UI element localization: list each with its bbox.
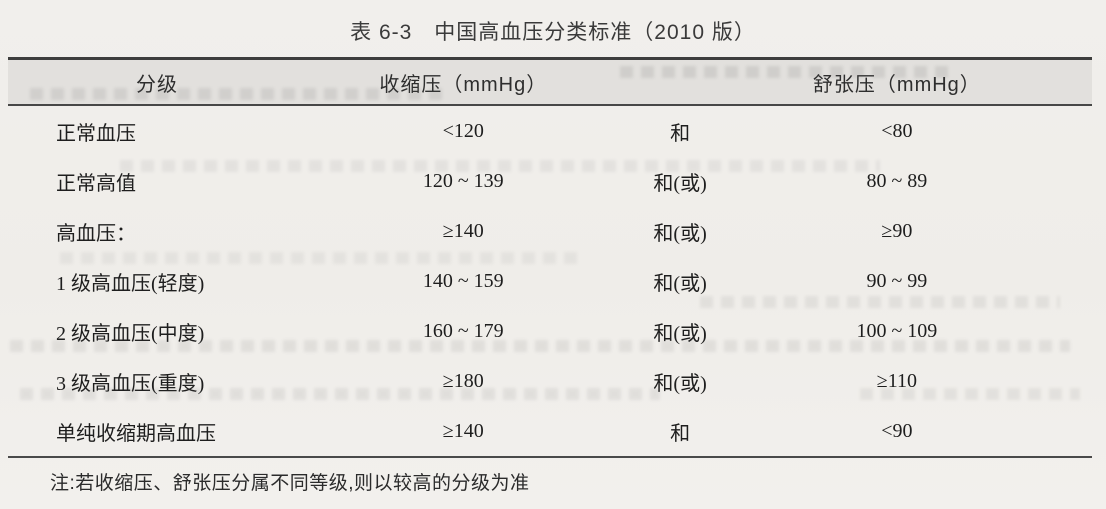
conjunction-cell: 和(或) <box>653 172 707 195</box>
table-row: 高血压： ≥140 和(或) ≥90 <box>8 206 1092 256</box>
conjunction-cell: 和(或) <box>653 372 707 395</box>
systolic-cell: 160 ~ 179 <box>422 319 504 342</box>
diastolic-cell: ≥90 <box>881 219 913 242</box>
grade-cell: 1 级高血压(轻度) <box>56 272 205 295</box>
header-grade: 分级 <box>136 73 179 96</box>
header-diastolic: 舒张压（mmHg） <box>812 73 981 96</box>
grade-cell: 正常血压 <box>56 122 136 145</box>
grade-cell: 正常高值 <box>56 172 136 195</box>
header-systolic: 收缩压（mmHg） <box>379 73 548 96</box>
table-row: 3 级高血压(重度) ≥180 和(或) ≥110 <box>8 356 1092 406</box>
systolic-cell: ≥140 <box>442 219 484 242</box>
diastolic-cell: <80 <box>881 119 913 142</box>
systolic-cell: 140 ~ 159 <box>422 269 504 292</box>
grade-cell: 2 级高血压(中度) <box>56 322 205 345</box>
grade-cell: 3 级高血压(重度) <box>56 372 205 395</box>
table-row: 单纯收缩期高血压 ≥140 和 <90 <box>8 406 1092 456</box>
table-header-row: 分级 收缩压（mmHg） 舒张压（mmHg） <box>8 60 1092 106</box>
diastolic-cell: 80 ~ 89 <box>866 169 928 192</box>
diastolic-cell: <90 <box>881 419 913 442</box>
bp-classification-table: 分级 收缩压（mmHg） 舒张压（mmHg） 正常血压 <120 和 <80 正… <box>8 57 1092 458</box>
conjunction-cell: 和(或) <box>653 272 707 295</box>
grade-cell: 高血压： <box>56 222 136 245</box>
table-caption: 表 6-3 中国高血压分类标准（2010 版） <box>350 21 756 44</box>
systolic-cell: ≥180 <box>442 369 484 392</box>
grade-cell: 单纯收缩期高血压 <box>56 422 216 445</box>
table-row: 1 级高血压(轻度) 140 ~ 159 和(或) 90 ~ 99 <box>8 256 1092 306</box>
table-row: 正常血压 <120 和 <80 <box>8 106 1092 156</box>
conjunction-cell: 和 <box>670 422 691 445</box>
table-footnote: 注:若收缩压、舒张压分属不同等级,则以较高的分级为准 <box>50 473 530 494</box>
systolic-cell: 120 ~ 139 <box>422 169 504 192</box>
table-row: 2 级高血压(中度) 160 ~ 179 和(或) 100 ~ 109 <box>8 306 1092 356</box>
conjunction-cell: 和 <box>670 122 691 145</box>
table-row: 正常高值 120 ~ 139 和(或) 80 ~ 89 <box>8 156 1092 206</box>
diastolic-cell: 90 ~ 99 <box>866 269 928 292</box>
systolic-cell: ≥140 <box>442 419 484 442</box>
conjunction-cell: 和(或) <box>653 322 707 345</box>
conjunction-cell: 和(或) <box>653 222 707 245</box>
diastolic-cell: 100 ~ 109 <box>856 319 938 342</box>
diastolic-cell: ≥110 <box>876 369 917 392</box>
systolic-cell: <120 <box>442 119 484 142</box>
